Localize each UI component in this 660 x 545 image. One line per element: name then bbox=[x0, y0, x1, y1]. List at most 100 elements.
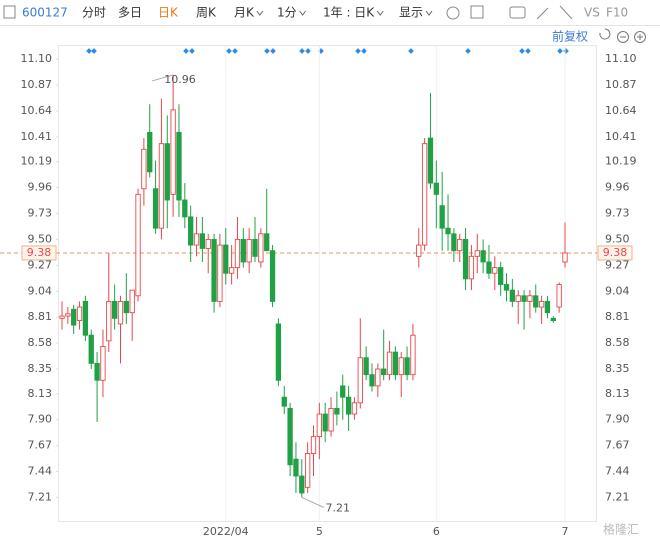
candle-body bbox=[82, 300, 89, 336]
toolbar-tab[interactable]: 日K bbox=[158, 6, 179, 20]
x-tick-label: 5 bbox=[316, 525, 323, 538]
candle-body bbox=[492, 267, 498, 274]
candle-body bbox=[205, 238, 211, 249]
toolbar-tab[interactable]: 周K bbox=[196, 6, 217, 20]
y-tick-label-right: 7.67 bbox=[605, 439, 630, 452]
stock-code[interactable]: 600127 bbox=[22, 6, 68, 20]
last-price-label-right: 9.38 bbox=[603, 246, 628, 259]
y-tick-label-left: 7.44 bbox=[28, 465, 53, 478]
candle-body bbox=[398, 357, 404, 376]
candle-body bbox=[176, 131, 182, 201]
pen-icon[interactable] bbox=[536, 7, 549, 20]
y-tick-label-left: 11.10 bbox=[21, 52, 53, 65]
y-tick-label-left: 9.27 bbox=[28, 258, 53, 271]
y-tick-label-left: 7.21 bbox=[28, 490, 53, 503]
y-tick-label-left: 9.04 bbox=[28, 284, 53, 297]
y-tick-label-right: 7.44 bbox=[605, 465, 630, 478]
vs-button[interactable]: VS bbox=[584, 6, 600, 20]
zoom-out-icon[interactable] bbox=[617, 31, 629, 43]
candle-body bbox=[468, 255, 475, 280]
eye-icon[interactable] bbox=[559, 5, 573, 20]
candle-body bbox=[562, 252, 568, 263]
candle-body bbox=[240, 238, 246, 263]
zoom-in-icon[interactable] bbox=[634, 31, 646, 43]
candle-body bbox=[462, 238, 469, 280]
candle-body bbox=[445, 227, 451, 235]
y-tick-label-left: 10.41 bbox=[21, 130, 53, 143]
y-tick-label-right: 9.73 bbox=[605, 207, 630, 220]
candle-body bbox=[246, 238, 252, 263]
settings-icon[interactable] bbox=[446, 6, 460, 20]
checkbox[interactable] bbox=[3, 5, 16, 19]
candle-body bbox=[486, 261, 492, 274]
f10-button[interactable]: F10 bbox=[606, 6, 628, 20]
candle-body bbox=[152, 188, 159, 229]
y-tick-label-left: 8.35 bbox=[28, 362, 53, 375]
dropdown-arrow bbox=[376, 10, 384, 16]
toolbar-tab[interactable]: 分时 bbox=[82, 6, 106, 20]
y-tick-label-left: 9.50 bbox=[28, 232, 53, 245]
candle-body bbox=[345, 396, 352, 415]
candle-body bbox=[416, 244, 422, 257]
candle-body bbox=[158, 143, 165, 229]
candle-body bbox=[328, 408, 334, 432]
candle-body bbox=[252, 238, 258, 257]
candle-body bbox=[334, 408, 340, 415]
toolbar-icons bbox=[446, 5, 573, 20]
candle-body bbox=[117, 300, 124, 325]
candle-body bbox=[316, 413, 322, 438]
candle-body bbox=[386, 351, 393, 376]
last-price-label-right-box bbox=[597, 245, 633, 261]
candle-body bbox=[228, 267, 235, 274]
event-marker bbox=[519, 48, 525, 54]
toolbar-tab[interactable]: 1年 : 日K bbox=[323, 6, 375, 20]
high-label: 10.96 bbox=[164, 73, 196, 86]
candle-body bbox=[451, 233, 457, 252]
candle-body bbox=[556, 284, 562, 308]
candle-body bbox=[351, 402, 358, 415]
toolbar-tab[interactable]: 多日 bbox=[118, 6, 142, 20]
toolbar-tab[interactable]: 月K bbox=[234, 6, 255, 20]
y-tick-label-right: 8.58 bbox=[605, 336, 630, 349]
y-tick-label-right: 10.19 bbox=[605, 155, 637, 168]
watermark: 格隆汇 bbox=[603, 522, 639, 537]
candle-body bbox=[281, 396, 287, 407]
candle-body bbox=[474, 250, 480, 257]
adjust-label[interactable]: 前复权 bbox=[552, 29, 588, 44]
candle-body bbox=[170, 109, 176, 195]
candle-body bbox=[521, 295, 527, 302]
candle-body bbox=[527, 295, 533, 302]
candle-body bbox=[544, 300, 551, 314]
candle-body bbox=[275, 323, 282, 381]
candle-body bbox=[533, 295, 539, 308]
candle-body bbox=[538, 300, 545, 308]
reset-icon[interactable] bbox=[599, 28, 611, 40]
candle-body bbox=[264, 233, 270, 252]
dropdown-arrow bbox=[425, 10, 433, 16]
camera-icon[interactable] bbox=[509, 6, 526, 19]
event-marker bbox=[525, 48, 531, 54]
y-tick-label-right: 7.21 bbox=[605, 490, 630, 503]
y-tick-label-right: 9.04 bbox=[605, 284, 630, 297]
dropdown-arrow bbox=[256, 10, 264, 16]
last-price-label-left-box bbox=[21, 245, 57, 261]
candle-body bbox=[106, 300, 112, 342]
y-tick-label-right: 8.81 bbox=[605, 310, 630, 323]
candle-body bbox=[164, 143, 170, 201]
candle-body bbox=[211, 238, 217, 302]
candle-body bbox=[293, 458, 299, 477]
candle-body bbox=[305, 453, 311, 488]
y-tick-label-right: 10.64 bbox=[605, 104, 637, 117]
candle-body bbox=[135, 193, 141, 297]
candle-body bbox=[509, 289, 516, 302]
x-tick-label: 6 bbox=[433, 525, 440, 538]
candle-body bbox=[234, 238, 241, 269]
candle-body bbox=[369, 374, 375, 387]
candle-body bbox=[363, 357, 369, 376]
toolbar-tab[interactable]: 显示 bbox=[399, 6, 423, 20]
x-tick-label: 7 bbox=[562, 525, 569, 538]
dropdown-arrow bbox=[299, 10, 307, 16]
compare-box[interactable] bbox=[470, 5, 484, 19]
toolbar-tab[interactable]: 1分 bbox=[277, 6, 297, 20]
